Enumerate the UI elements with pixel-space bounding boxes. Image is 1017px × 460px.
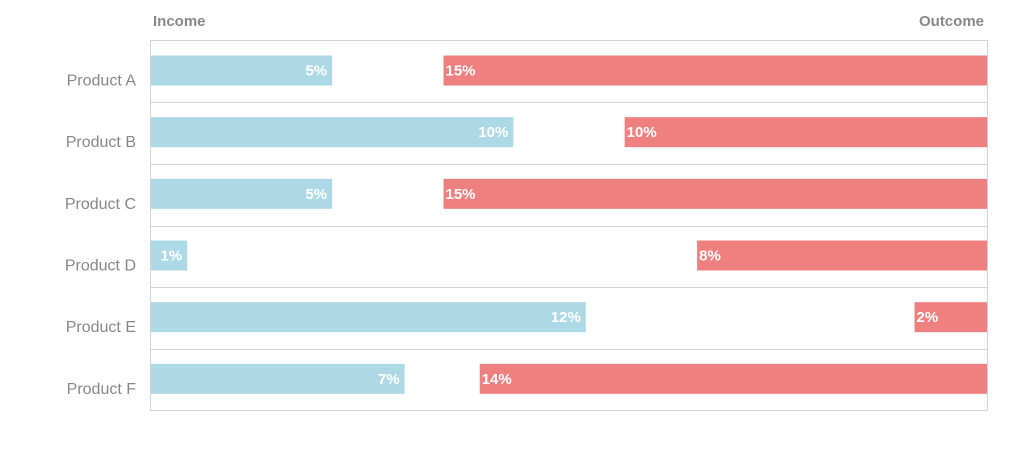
outcome-bar-label: 10% bbox=[627, 124, 657, 141]
income-bar bbox=[151, 117, 514, 148]
income-bar bbox=[151, 240, 188, 271]
income-bar-label: 7% bbox=[378, 371, 400, 388]
category-labels: Product A Product B Product C Product D Prod… bbox=[65, 73, 136, 398]
legend-outcome: Outcome bbox=[919, 13, 984, 30]
category-label: Product D bbox=[65, 258, 136, 275]
outcome-bar-label: 15% bbox=[445, 63, 475, 80]
income-bar-label: 10% bbox=[478, 124, 508, 141]
legend-income: Income bbox=[153, 13, 206, 30]
income-bar-label: 5% bbox=[305, 63, 327, 80]
income-bar-label: 1% bbox=[161, 248, 183, 265]
category-label: Product E bbox=[66, 319, 136, 336]
category-label: Product B bbox=[66, 134, 136, 151]
outcome-bar bbox=[624, 117, 987, 148]
income-bar bbox=[151, 302, 586, 333]
outcome-bar-label: 14% bbox=[482, 371, 512, 388]
outcome-bar-label: 15% bbox=[445, 186, 475, 203]
income-bar bbox=[151, 178, 333, 209]
outcome-bar-label: 2% bbox=[917, 309, 939, 326]
income-bar bbox=[151, 55, 333, 86]
outcome-bar bbox=[443, 55, 987, 86]
outcome-bar bbox=[914, 302, 987, 333]
income-bar-label: 12% bbox=[551, 309, 581, 326]
category-label: Product A bbox=[67, 73, 137, 90]
outcome-bar bbox=[443, 178, 987, 209]
income-bar-label: 5% bbox=[305, 186, 327, 203]
bars: 5% 15% 10% 10% 5% 15% 1% 8% 12% 2% 7% 14% bbox=[151, 55, 987, 394]
plot-frame bbox=[150, 40, 988, 411]
outcome-bar bbox=[479, 363, 987, 394]
income-bar bbox=[151, 363, 405, 394]
category-label: Product C bbox=[65, 196, 136, 213]
outcome-bar bbox=[697, 240, 987, 271]
outcome-bar-label: 8% bbox=[699, 248, 721, 265]
category-label: Product F bbox=[67, 381, 137, 398]
grid-lines bbox=[150, 102, 988, 350]
